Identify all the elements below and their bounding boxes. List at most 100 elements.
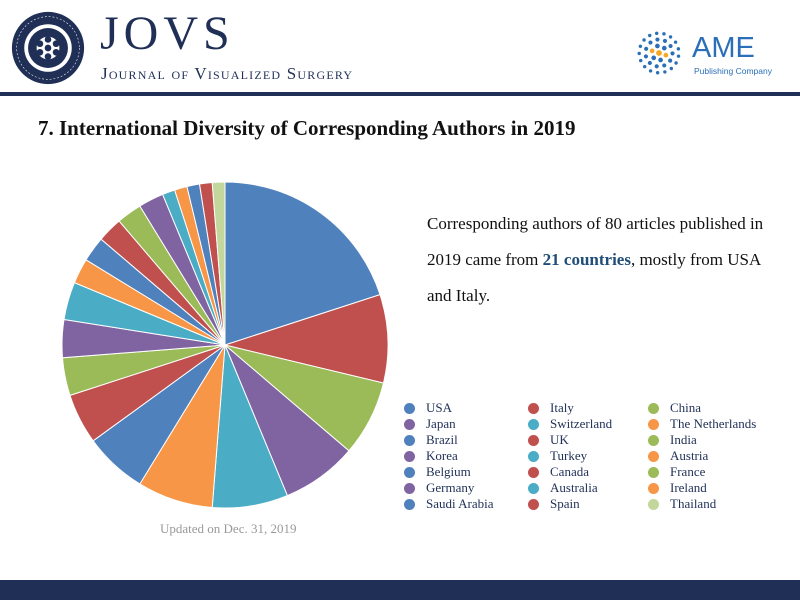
legend-label: Canada	[550, 464, 589, 479]
ame-dots-logo	[637, 31, 681, 75]
legend-swatch	[404, 402, 415, 414]
legend-label: UK	[550, 432, 569, 447]
ame-logo-dot	[662, 38, 668, 43]
legend-item-brazil: Brazil	[404, 432, 528, 448]
ame-logo-dot	[668, 43, 673, 49]
ame-logo-dot	[648, 69, 653, 73]
chart-legend: USA Japan Brazil Korea Belgium Germany Saudi A…	[404, 400, 794, 512]
ame-logo-dot	[670, 51, 675, 56]
updated-date: Updated on Dec. 31, 2019	[160, 521, 297, 536]
ame-logo-dot	[637, 51, 641, 56]
description-text-1: Corresponding authors of 80 articles pub…	[427, 214, 764, 269]
ame-logo-dot	[642, 38, 646, 42]
ame-logo-dot	[658, 57, 663, 63]
ame-logo-dot	[655, 71, 660, 75]
header-divider	[0, 92, 800, 96]
legend-swatch	[648, 450, 659, 462]
legend-swatch	[404, 466, 415, 478]
legend-label: Turkey	[550, 448, 588, 463]
legend-label: Korea	[426, 448, 458, 463]
legend-item-turkey: Turkey	[528, 448, 648, 464]
ame-logo-dot	[651, 55, 657, 61]
legend-label: France	[670, 464, 706, 479]
legend-swatch	[648, 434, 659, 446]
ame-logo-dot	[673, 40, 678, 44]
legend-item-france: France	[648, 464, 788, 480]
legend-label: Saudi Arabia	[426, 496, 494, 511]
ame-logo-dot	[639, 58, 643, 63]
ame-logo-dot	[655, 43, 660, 49]
legend-item-india: India	[648, 432, 788, 448]
header: JOVS Journal of Visualized Surgery AME P…	[0, 0, 800, 92]
legend-swatch	[648, 482, 659, 494]
footer-bar	[0, 580, 800, 600]
legend-label: India	[670, 432, 697, 447]
pie-slice-italy	[223, 293, 389, 384]
legend-swatch	[404, 450, 415, 462]
description-text-2: , mostly from USA and Italy.	[427, 250, 761, 305]
legend-swatch	[528, 482, 539, 494]
legend-label: Switzerland	[550, 416, 613, 431]
legend-label: China	[670, 400, 702, 415]
ame-logo-dot	[654, 31, 659, 36]
legend-item-china: China	[648, 400, 788, 416]
legend-label: Australia	[550, 480, 598, 495]
legend-swatch	[404, 482, 415, 494]
legend-label: Austria	[670, 448, 709, 463]
ame-logo-dot	[638, 44, 643, 49]
ame-logo-dot	[663, 52, 669, 58]
ame-logo-dot	[643, 54, 649, 59]
legend-item-usa: USA	[404, 400, 528, 416]
jovs-seal-logo	[11, 11, 85, 85]
legend-swatch	[528, 498, 539, 510]
legend-swatch	[404, 434, 415, 446]
legend-label: The Netherlands	[670, 416, 757, 431]
ame-logo-dot	[648, 40, 653, 45]
legend-item-italy: Italy	[528, 400, 648, 416]
legend-item-germany: Germany	[404, 480, 528, 496]
journal-short-title: JOVS	[100, 7, 235, 60]
ame-logo-dot	[663, 70, 667, 74]
legend-item-austria: Austria	[648, 448, 788, 464]
ame-logo-dot	[662, 32, 666, 36]
ame-logo-dot	[676, 47, 681, 51]
ame-logo-dot	[647, 60, 652, 66]
publisher-tagline: Publishing Company	[694, 66, 772, 76]
legend-item-belgium: Belgium	[404, 464, 528, 480]
ame-logo-dot	[656, 50, 662, 56]
legend-swatch	[404, 498, 415, 510]
pie-slice-usa	[224, 181, 381, 346]
legend-swatch	[528, 466, 539, 478]
legend-item-switzerland: Switzerland	[528, 416, 648, 432]
legend-swatch	[528, 450, 539, 462]
legend-item-canada: Canada	[528, 464, 648, 480]
legend-item-the-netherlands: The Netherlands	[648, 416, 788, 432]
legend-item-japan: Japan	[404, 416, 528, 432]
pie-chart	[61, 181, 389, 509]
ame-logo-dot	[676, 54, 681, 58]
legend-item-ireland: Ireland	[648, 480, 788, 496]
legend-item-spain: Spain	[528, 496, 648, 512]
ame-logo-dot	[642, 64, 647, 69]
ame-logo-dot	[648, 33, 652, 38]
ame-logo-dot	[674, 61, 678, 65]
legend-label: Germany	[426, 480, 475, 495]
legend-swatch	[648, 418, 659, 430]
ame-logo-dot	[661, 45, 667, 51]
legend-swatch	[528, 418, 539, 430]
description-highlight: 21 countries	[542, 250, 631, 269]
legend-label: Italy	[550, 400, 574, 415]
journal-full-title: Journal of Visualized Surgery	[101, 64, 354, 83]
pie-slice-thailand	[211, 181, 226, 346]
ame-logo-dot	[668, 58, 673, 63]
legend-swatch	[648, 498, 659, 510]
legend-swatch	[528, 434, 539, 446]
legend-label: USA	[426, 400, 453, 415]
legend-swatch	[648, 466, 659, 478]
legend-label: Belgium	[426, 464, 471, 479]
legend-label: Japan	[426, 416, 456, 431]
legend-swatch	[648, 402, 659, 414]
legend-swatch	[528, 402, 539, 414]
chart-description: Corresponding authors of 80 articles pub…	[427, 206, 787, 314]
ame-logo-dot	[649, 48, 655, 54]
